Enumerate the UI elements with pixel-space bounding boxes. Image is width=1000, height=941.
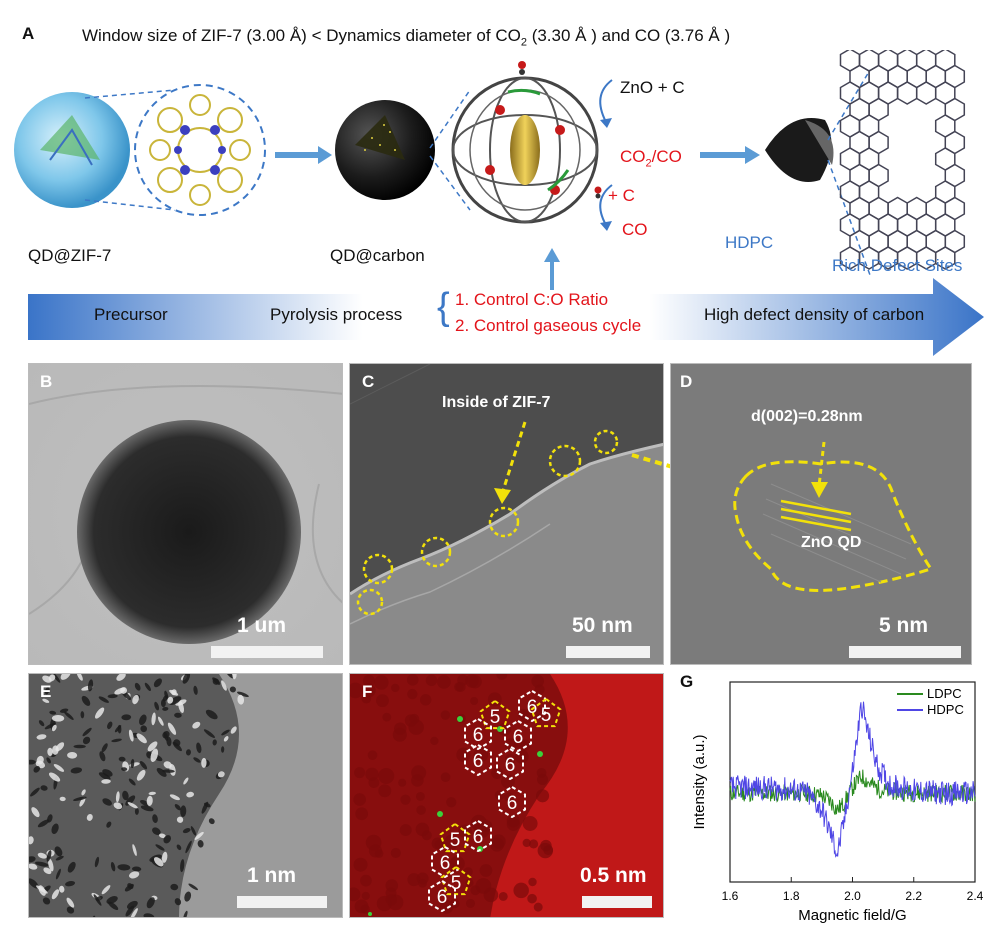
panel-c-annotation: Inside of ZIF-7 [442,394,551,411]
x-tick-label: 1.6 [722,889,739,903]
title-prefix: Window size of ZIF-7 (3.00 Å) < Dynamics… [82,26,521,45]
process-flow-arrow [28,278,984,356]
panel-e-tem-image: 1 nm [28,673,343,918]
lattice-hexagon [915,81,937,105]
panel-a-title: Window size of ZIF-7 (3.00 Å) < Dynamics… [82,26,730,48]
flow-step1: 1. Control C:O Ratio [455,290,609,309]
legend-label: HDPC [927,702,964,717]
ring-outline [496,747,524,781]
panel-f-scalebar [582,896,652,908]
panel-e-scalebar [237,896,327,908]
flow-step2: 2. Control gaseous cycle [455,316,642,335]
ring-outline [464,743,492,777]
ring-outline [530,697,562,728]
panel-d-scalebar [849,646,961,658]
ring-outline [464,819,492,853]
fullerene-cage [451,61,599,224]
epr-chart: 1.6 1.8 2.0 2.2 2.4 Magnetic field/G Intensity… [691,681,984,924]
label-zno-c: ZnO + C [620,78,685,97]
label-qd-zif7: QD@ZIF-7 [28,246,112,265]
x-tick-label: 2.2 [905,889,922,903]
x-tick-label: 2.4 [967,889,984,903]
ring-outline [479,699,511,730]
co2-sub: 2 [645,157,652,170]
y-axis-label: Intensity (a.u.) [691,734,708,829]
title-sub: 2 [520,36,527,49]
ring-label: 5 [450,830,461,851]
ring-outline [504,719,532,753]
label-co: CO [622,220,648,239]
panel-b-letter: B [40,372,53,391]
ring-label: 6 [473,827,484,848]
ring-label: 5 [490,707,501,728]
co2-prefix: CO [620,147,646,166]
ring-label: 6 [527,697,538,718]
panel-c-tem-image: Inside of ZIF-7 50 nm [349,363,664,665]
flow-high-defect: High defect density of carbon [704,305,925,324]
ring-outline [498,785,526,819]
defect-lattice [839,50,966,270]
lattice-hexagon [934,246,956,270]
flow-precursor: Precursor [94,305,168,324]
panel-f-scale-label: 0.5 nm [580,864,647,887]
ring-label: 6 [473,751,484,772]
ring-label: 6 [437,887,448,908]
panel-e-letter: E [40,682,52,701]
x-axis-label: Magnetic field/G [798,907,906,924]
panel-b-tem-image: 1 um [28,363,343,665]
ring-label: 5 [541,705,552,726]
panel-d-d-spacing: d(002)=0.28nm [751,408,863,425]
label-plus-c: + C [608,186,635,205]
panel-d-qd-label: ZnO QD [801,534,862,551]
ring-label: 6 [507,793,518,814]
label-rich-defect: Rich Defect Sites [832,256,963,275]
ring-label: 5 [451,873,462,894]
panel-c-scalebar [566,646,650,658]
panel-d-tem-image: d(002)=0.28nm ZnO QD 5 nm [670,363,972,665]
zif7-structure-zoom [134,84,266,216]
panel-d-letter: D [680,372,693,391]
schematic-illustration [14,50,966,290]
panel-b-scalebar [211,646,323,658]
panel-c-scale-label: 50 nm [572,614,633,637]
panel-d-scale-label: 5 nm [879,614,929,637]
panel-f-letter: F [362,682,373,701]
ring-label: 6 [473,725,484,746]
ring-outline [428,879,456,913]
hdpc-particle [765,118,832,182]
series-line-ldpc [729,769,976,815]
ring-label: 6 [440,853,451,874]
ring-outline [431,845,459,879]
ring-outline [464,717,492,751]
series-line-hdpc [729,701,976,858]
panel-b-scale-label: 1 um [237,614,287,637]
panel-c-letter: C [362,372,375,391]
label-hdpc: HDPC [725,233,774,252]
panel-a-letter: A [22,24,35,43]
flow-brace: { [437,286,450,328]
ring-label: 6 [505,755,516,776]
x-tick-label: 2.0 [844,889,861,903]
panel-c-yellow-circles [356,421,619,616]
ring-outline [440,865,472,896]
label-qd-carbon: QD@carbon [330,246,425,265]
ring-outline [439,822,471,853]
x-tick-label: 1.8 [783,889,800,903]
flow-pyrolysis: Pyrolysis process [270,305,403,324]
co2-suffix: /CO [651,147,682,166]
ring-label: 6 [513,727,524,748]
lattice-hexagon [896,81,918,105]
panel-e-scale-label: 1 nm [247,864,297,887]
label-co2-co: CO2/CO [620,147,682,169]
legend-label: LDPC [927,686,962,701]
panel-g-letter: G [680,672,694,691]
title-suffix: (3.30 Å ) and CO (3.76 Å ) [526,26,731,45]
